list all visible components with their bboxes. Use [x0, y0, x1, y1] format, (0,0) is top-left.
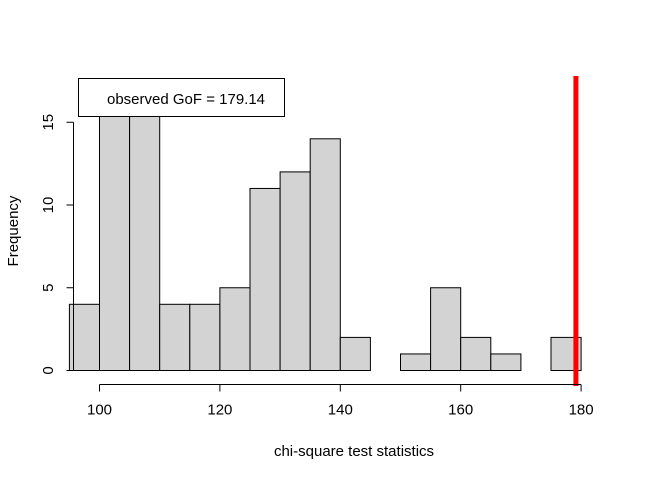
histogram-bar	[309, 138, 341, 371]
legend-box	[78, 78, 285, 117]
histogram-bar	[159, 303, 191, 371]
x-tick-label: 160	[448, 402, 473, 419]
histogram-bar	[430, 287, 462, 371]
x-tick-label: 140	[328, 402, 353, 419]
histogram-bars	[68, 105, 582, 372]
x-axis-title: chi-square test statistics	[274, 443, 434, 460]
histogram-bar	[129, 105, 161, 371]
histogram-bar	[490, 353, 522, 372]
histogram-bar	[460, 336, 492, 371]
histogram-bar	[339, 336, 371, 371]
x-tick-label: 180	[569, 402, 594, 419]
histogram-bar	[400, 353, 432, 372]
x-tick-label: 100	[87, 402, 112, 419]
x-tick-label: 120	[207, 402, 232, 419]
y-tick-label: 5	[40, 284, 57, 292]
y-tick-label: 0	[40, 366, 57, 374]
histogram-bar	[99, 105, 131, 371]
x-axis: 100 120 140 160 180	[87, 384, 594, 419]
legend: observed GoF = 179.14	[78, 78, 285, 117]
y-tick-label: 15	[40, 114, 57, 131]
histogram-bar	[279, 171, 311, 371]
histogram-bar	[219, 287, 251, 371]
histogram-bar	[68, 303, 101, 371]
y-tick-label: 10	[40, 197, 57, 214]
legend-text: observed GoF = 179.14	[107, 91, 265, 108]
y-axis-title: Frequency	[5, 195, 22, 266]
y-axis: 0 5 10 15	[40, 114, 74, 375]
histogram-bar	[249, 187, 281, 371]
histogram-bar	[189, 303, 221, 371]
